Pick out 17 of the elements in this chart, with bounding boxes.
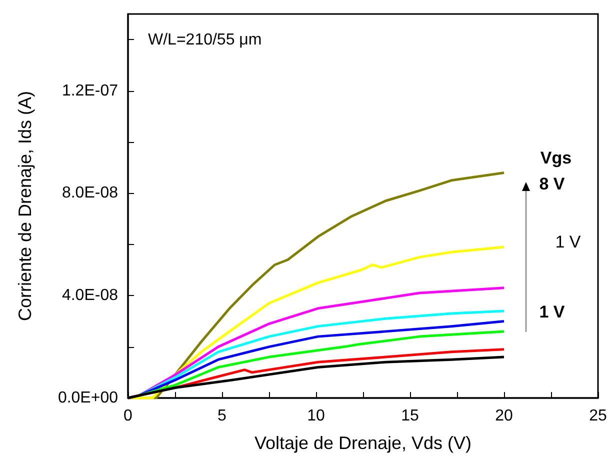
- x-tick-label: 5: [218, 408, 227, 424]
- y-tick-label: 0.0E+00: [58, 390, 118, 406]
- x-tick-label: 15: [401, 408, 419, 424]
- x-tick-label: 25: [589, 408, 607, 424]
- annotation: 8 V: [539, 174, 566, 194]
- x-tick-label: 20: [495, 408, 513, 424]
- annotation: 1 V: [555, 232, 582, 252]
- x-axis-title: Voltaje de Drenaje, Vds (V): [254, 433, 472, 453]
- y-axis-title: Corriente de Drenaje, Ids (A): [15, 90, 35, 322]
- annotation: 1 V: [539, 302, 566, 322]
- annotation: W/L=210/55 μm: [148, 32, 262, 48]
- y-tick-label: 8.0E-08: [62, 184, 118, 202]
- y-tick-label: 1.2E-07: [62, 82, 118, 100]
- x-tick-label: 0: [124, 408, 133, 424]
- y-tick-label: 4.0E-08: [62, 287, 118, 304]
- annotation: Vgs: [540, 148, 572, 168]
- x-tick-label: 10: [307, 408, 325, 424]
